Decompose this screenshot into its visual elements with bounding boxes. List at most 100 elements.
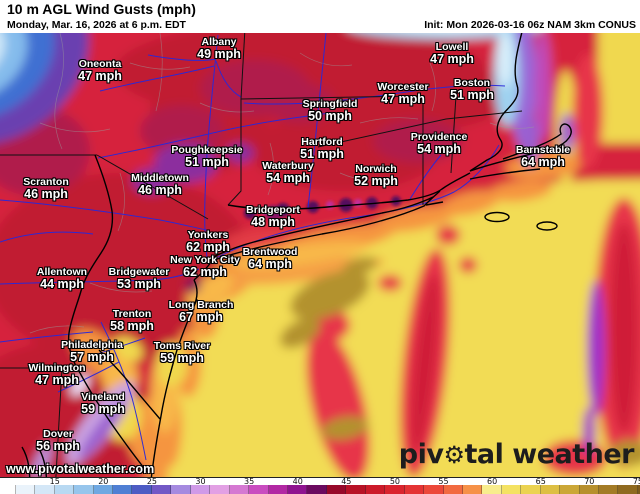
colorbar-cell	[618, 485, 638, 494]
city-name: Lowell	[435, 41, 469, 53]
city-label-providence: Providence 54 mph	[411, 132, 468, 156]
city-label-albany: Albany 49 mph	[197, 37, 241, 61]
city-label-bridgeport: Bridgeport 48 mph	[246, 205, 300, 229]
city-name: Allentown	[36, 266, 88, 278]
gust-value: 51 mph	[185, 155, 229, 169]
city-name: Vineland	[81, 391, 125, 403]
city-name: Trenton	[112, 308, 152, 320]
gust-value: 52 mph	[354, 174, 398, 188]
gust-value: 51 mph	[450, 88, 494, 102]
gust-value: 48 mph	[251, 215, 295, 229]
colorbar-cell	[229, 485, 250, 494]
gust-value: 47 mph	[78, 69, 122, 83]
gust-value: 54 mph	[266, 171, 310, 185]
map-canvas: Oneonta 47 mph Albany 49 mph Lowell 47 mph Bos…	[0, 33, 640, 477]
colorbar-tick: 45	[341, 477, 352, 486]
city-name: Philadelphia	[61, 339, 123, 351]
city-name: Hartford	[301, 136, 343, 148]
coastline	[21, 33, 572, 477]
colorbar	[0, 485, 640, 494]
colorbar-cell	[599, 485, 619, 494]
city-name: Norwich	[355, 163, 397, 175]
city-label-springfield: Springfield 50 mph	[303, 99, 358, 123]
colorbar-tick: 75	[632, 477, 640, 486]
pivotal-weather-logo: piv⚙tal weather	[399, 439, 635, 470]
colorbar-cell	[637, 485, 640, 494]
gear-icon: ⚙	[443, 441, 465, 469]
city-name: Bridgewater	[108, 266, 170, 278]
gust-value: 59 mph	[160, 351, 204, 365]
logo-text-post: tal weather	[464, 439, 634, 470]
city-label-trenton: Trenton 58 mph	[110, 309, 154, 333]
gust-value: 46 mph	[24, 187, 68, 201]
city-label-philadelphia: Philadelphia 57 mph	[61, 340, 123, 364]
colorbar-tick: 40	[292, 477, 303, 486]
gust-value: 56 mph	[36, 439, 80, 453]
city-label-waterbury: Waterbury 54 mph	[262, 161, 314, 185]
colorbar-cell	[579, 485, 600, 494]
colorbar-cell	[74, 485, 94, 494]
colorbar-cell	[424, 485, 444, 494]
city-label-new-york-city: New York City 62 mph	[170, 255, 240, 279]
city-name: Bridgeport	[246, 204, 300, 216]
colorbar-cell	[249, 485, 269, 494]
city-name: Boston	[453, 77, 491, 89]
gust-value: 49 mph	[197, 47, 241, 61]
gust-value: 50 mph	[308, 109, 352, 123]
colorbar-tick: 25	[146, 477, 157, 486]
city-name: Poughkeepsie	[171, 144, 243, 156]
city-label-oneonta: Oneonta 47 mph	[78, 59, 122, 83]
city-name: Toms River	[153, 340, 211, 352]
city-name: Dover	[43, 428, 73, 440]
city-label-vineland: Vineland 59 mph	[81, 392, 125, 416]
colorbar-cell	[151, 485, 172, 494]
city-label-yonkers: Yonkers 62 mph	[186, 230, 230, 254]
city-name: Springfield	[302, 98, 358, 110]
colorbar-cell	[93, 485, 114, 494]
gust-value: 47 mph	[381, 92, 425, 106]
colorbar-tick: 60	[487, 477, 498, 486]
gust-value: 46 mph	[138, 183, 182, 197]
city-label-middletown: Middletown 46 mph	[131, 173, 189, 197]
county-borders	[29, 33, 535, 334]
city-label-scranton: Scranton 46 mph	[23, 177, 69, 201]
colorbar-cell	[326, 485, 347, 494]
colorbar-cell	[0, 485, 16, 494]
city-name: Providence	[410, 131, 468, 143]
colorbar-cell	[15, 485, 36, 494]
colorbar-cell	[462, 485, 483, 494]
colorbar-cell	[171, 485, 191, 494]
city-label-lowell: Lowell 47 mph	[430, 42, 474, 66]
colorbar-tick: 15	[49, 477, 60, 486]
colorbar-cell	[190, 485, 211, 494]
city-label-norwich: Norwich 52 mph	[354, 164, 398, 188]
colorbar-tick: 20	[98, 477, 109, 486]
colorbar-cell	[132, 485, 152, 494]
city-label-wilmington: Wilmington 47 mph	[28, 363, 85, 387]
valid-time: Monday, Mar. 16, 2026 at 6 p.m. EDT	[7, 19, 186, 31]
colorbar-cell	[540, 485, 561, 494]
colorbar-tick: 55	[438, 477, 449, 486]
colorbar-cell	[307, 485, 327, 494]
colorbar-tick: 50	[389, 477, 400, 486]
colorbar-tick: 30	[195, 477, 206, 486]
colorbar-tick: 35	[244, 477, 255, 486]
city-label-hartford: Hartford 51 mph	[300, 137, 344, 161]
gust-value: 67 mph	[179, 310, 223, 324]
city-name: Long Branch	[168, 299, 234, 311]
gust-value: 47 mph	[35, 373, 79, 387]
city-label-boston: Boston 51 mph	[450, 78, 494, 102]
gust-value: 59 mph	[81, 402, 125, 416]
gust-value: 53 mph	[117, 277, 161, 291]
city-label-bridgewater: Bridgewater 53 mph	[109, 267, 170, 291]
wind-gust-field-svg	[0, 33, 640, 477]
gust-value: 62 mph	[186, 240, 230, 254]
colorbar-cell	[404, 485, 425, 494]
colorbar-cell	[346, 485, 366, 494]
gust-value: 58 mph	[110, 319, 154, 333]
colorbar-tick: 70	[584, 477, 595, 486]
colorbar-cell	[113, 485, 133, 494]
gust-value: 64 mph	[248, 257, 292, 271]
city-label-worcester: Worcester 47 mph	[377, 82, 428, 106]
